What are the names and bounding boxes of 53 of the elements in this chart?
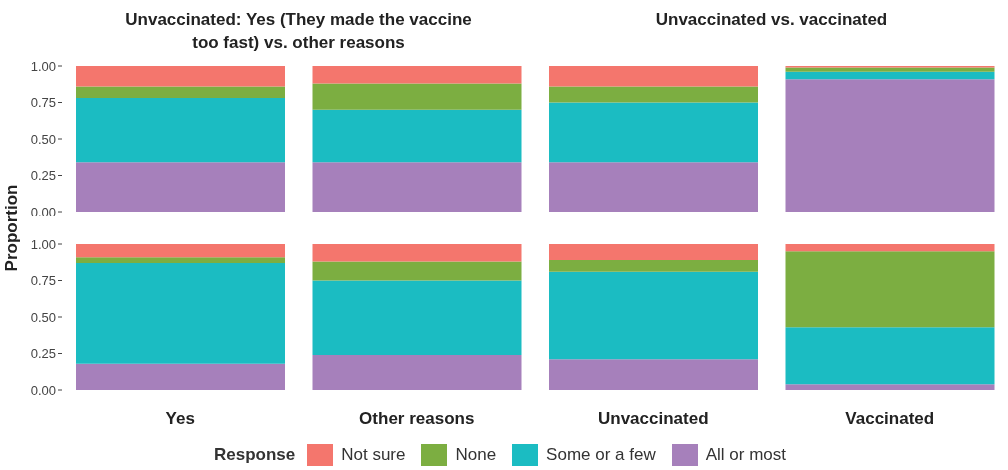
bar: [76, 86, 285, 99]
bar: [549, 66, 758, 87]
legend-label: All or most: [705, 445, 787, 465]
y-tick-label: 0.75: [30, 273, 56, 289]
bar: [785, 244, 995, 252]
bar: [76, 244, 285, 258]
y-tick-label: 0.75: [30, 95, 56, 111]
bar: [549, 260, 758, 272]
bar: [312, 83, 522, 110]
bar: [76, 363, 285, 390]
bar: [785, 79, 995, 212]
bar: [785, 251, 995, 328]
x-tick-label: Unvaccinated: [597, 409, 709, 428]
legend-title: Response: [213, 445, 296, 465]
y-tick-label: 0.25: [30, 346, 56, 362]
text: Unvaccinated vs. vaccinated: [654, 9, 889, 31]
bar: [785, 67, 995, 72]
y-tick-label: 0.00: [30, 204, 56, 220]
bar: [312, 66, 522, 84]
text: Unvaccinated: Yes (They made the vaccine too fast) vs. other reasons: [124, 9, 473, 54]
y-axis-title: Proportion: [2, 184, 22, 272]
bar: [549, 102, 758, 163]
bar: [549, 162, 758, 212]
bar: [785, 327, 995, 385]
x-tick-label: Vaccinated: [845, 409, 935, 428]
bar: [312, 354, 522, 390]
bar: [312, 244, 522, 262]
bar: [549, 86, 758, 103]
y-tick-label: 0.50: [30, 309, 56, 325]
legend-label: Some or a few: [546, 445, 656, 465]
bar: [76, 257, 285, 263]
bar: [76, 162, 285, 212]
bar: [549, 244, 758, 261]
x-tick-label: Yes: [165, 409, 195, 428]
bar: [549, 271, 758, 360]
bar: [76, 98, 285, 163]
y-tick-label: 1.00: [30, 58, 56, 74]
bar: [549, 359, 758, 390]
legend-label: Not sure: [341, 445, 406, 465]
bar: [785, 71, 995, 80]
y-tick-label: 0.25: [30, 168, 56, 184]
y-tick-label: 0.50: [30, 131, 56, 147]
bar: [312, 280, 522, 355]
y-tick-label: 0.00: [30, 382, 56, 398]
bar: [312, 109, 522, 163]
bar: [312, 162, 522, 212]
y-tick-label: 1.00: [30, 236, 56, 252]
bar: [785, 384, 995, 390]
bar: [76, 66, 285, 87]
x-tick-label: Other reasons: [359, 409, 475, 428]
bar: [76, 262, 285, 364]
bar: [312, 261, 522, 281]
legend-label: None: [455, 445, 497, 465]
